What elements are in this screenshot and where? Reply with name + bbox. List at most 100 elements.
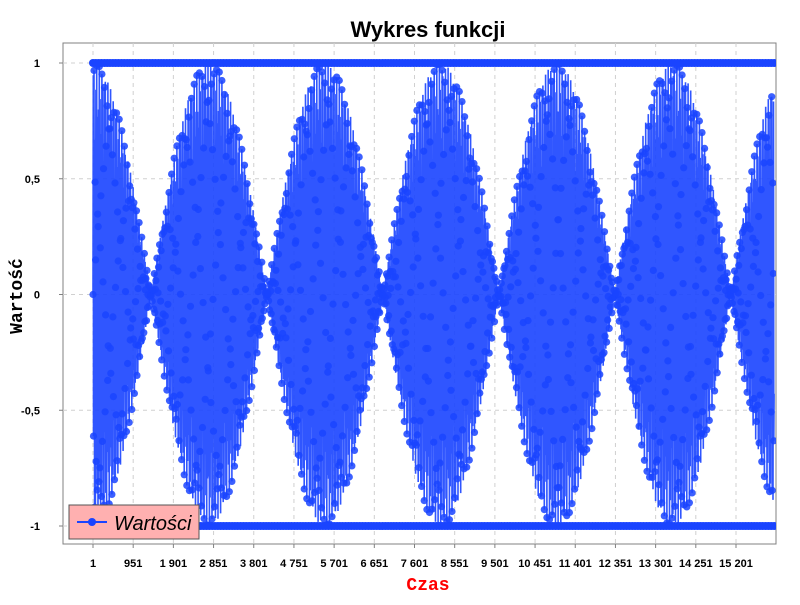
- data-point: [462, 177, 470, 185]
- data-point: [429, 279, 437, 287]
- data-point: [138, 233, 146, 241]
- data-point: [290, 405, 298, 413]
- data-point: [432, 464, 440, 472]
- data-point: [589, 346, 598, 355]
- data-point: [634, 274, 642, 282]
- data-point: [490, 264, 498, 272]
- data-point: [698, 408, 707, 416]
- data-point: [414, 254, 422, 262]
- data-point: [466, 154, 474, 162]
- data-point: [588, 425, 596, 433]
- data-point: [759, 318, 767, 326]
- data-point: [354, 219, 362, 227]
- data-point: [598, 211, 606, 219]
- data-point: [140, 249, 148, 258]
- data-point: [194, 232, 202, 241]
- data-point: [339, 183, 348, 191]
- data-point: [701, 144, 709, 152]
- data-point: [258, 258, 266, 266]
- data-point: [363, 200, 371, 208]
- data-point: [462, 296, 470, 304]
- data-point: [246, 200, 254, 208]
- data-point: [403, 188, 412, 196]
- data-point: [306, 307, 315, 316]
- data-point: [737, 298, 745, 306]
- data-point: [752, 417, 761, 426]
- data-point: [750, 152, 759, 160]
- data-point: [501, 262, 509, 270]
- data-point: [300, 485, 308, 493]
- data-point: [182, 346, 190, 354]
- data-point: [351, 193, 359, 201]
- data-point: [464, 370, 472, 378]
- data-point: [99, 165, 108, 173]
- data-point: [208, 146, 217, 154]
- data-point: [341, 100, 349, 108]
- data-point: [132, 207, 141, 215]
- data-point: [364, 341, 372, 349]
- data-point: [603, 245, 611, 253]
- data-point: [320, 146, 328, 154]
- data-point: [456, 452, 464, 460]
- data-point: [653, 456, 662, 464]
- data-point: [542, 342, 550, 350]
- data-point: [214, 229, 222, 237]
- data-point: [736, 238, 744, 246]
- data-point: [521, 337, 530, 345]
- data-point: [117, 234, 125, 243]
- data-point: [127, 324, 135, 332]
- data-point: [107, 114, 115, 122]
- data-point: [528, 117, 536, 125]
- data-point: [659, 305, 667, 313]
- data-point: [258, 314, 266, 322]
- data-point: [541, 381, 549, 389]
- data-point: [756, 391, 764, 399]
- data-point: [418, 101, 426, 109]
- data-point: [557, 499, 566, 507]
- data-point: [342, 164, 350, 172]
- data-point: [328, 144, 337, 152]
- data-point: [559, 435, 567, 443]
- data-point: [589, 316, 597, 324]
- data-point: [429, 161, 437, 169]
- data-point: [478, 188, 486, 196]
- data-point: [133, 371, 141, 379]
- data-point: [545, 95, 553, 103]
- data-point: [587, 333, 595, 341]
- data-point: [664, 357, 672, 365]
- data-point: [708, 403, 716, 411]
- data-point: [114, 208, 122, 216]
- data-point: [387, 284, 395, 292]
- data-point: [529, 264, 537, 272]
- data-point: [417, 282, 425, 290]
- data-point: [582, 190, 590, 198]
- data-point: [661, 388, 669, 396]
- data-point: [190, 435, 198, 443]
- data-point: [674, 212, 682, 220]
- data-point: [502, 247, 511, 255]
- data-point: [387, 327, 395, 335]
- data-point: [336, 458, 344, 466]
- data-point: [154, 289, 162, 297]
- data-point: [157, 247, 165, 255]
- data-point: [211, 175, 219, 183]
- data-point: [668, 514, 676, 522]
- data-point: [755, 439, 763, 447]
- data-point: [539, 309, 547, 317]
- data-point: [286, 211, 294, 219]
- data-point: [770, 437, 776, 445]
- data-point: [469, 317, 477, 325]
- data-point: [385, 312, 393, 320]
- data-point: [558, 67, 566, 75]
- data-point: [615, 317, 623, 325]
- data-point: [240, 161, 249, 169]
- data-point: [280, 395, 288, 404]
- data-point: [444, 371, 452, 380]
- data-point: [183, 143, 191, 151]
- data-point: [523, 450, 531, 458]
- data-point: [243, 407, 251, 415]
- data-point: [544, 375, 553, 384]
- data-point: [438, 66, 446, 74]
- data-point: [630, 173, 639, 181]
- data-point: [479, 268, 487, 276]
